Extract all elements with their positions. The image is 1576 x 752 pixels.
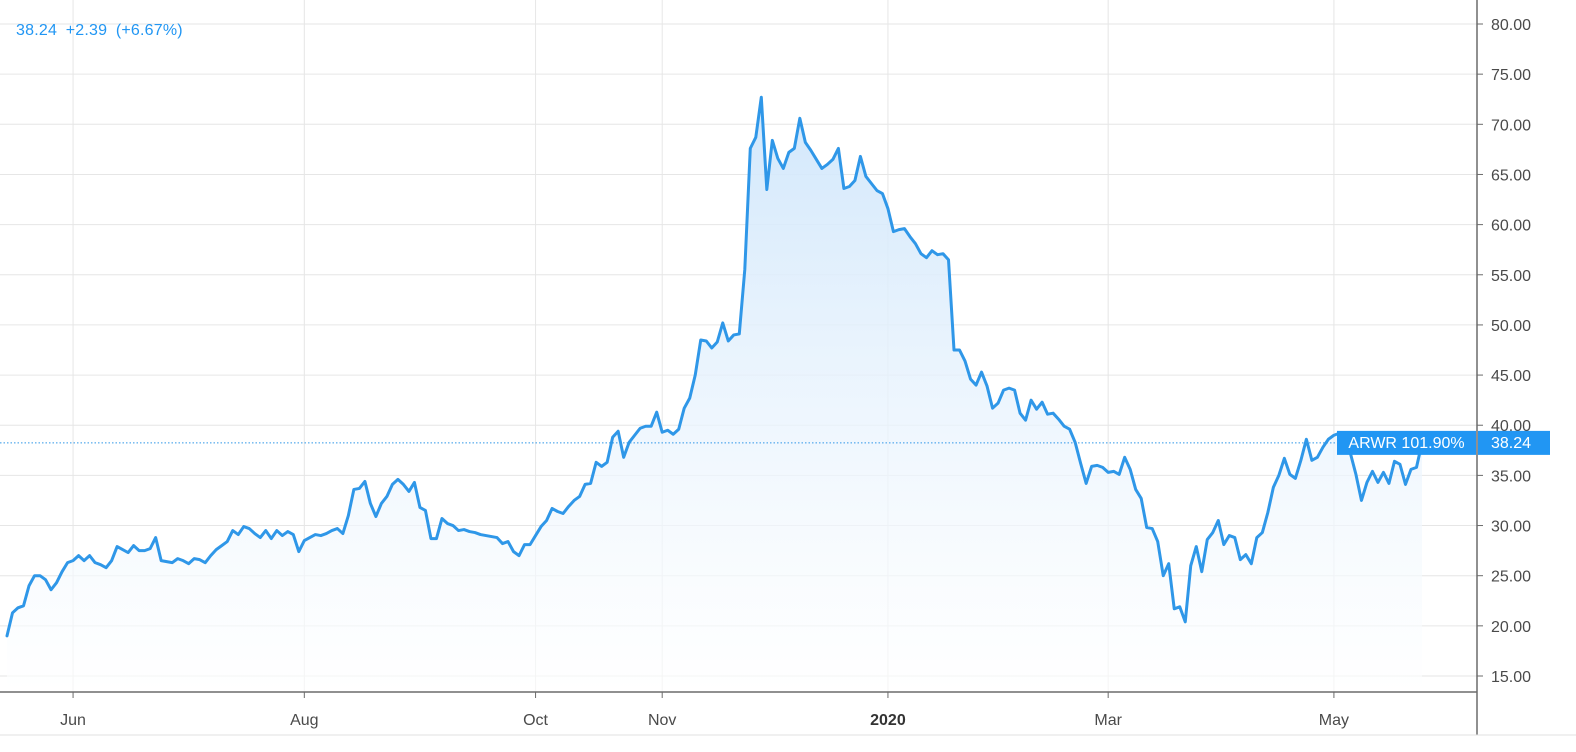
y-tick-label: 55.00 — [1491, 268, 1531, 285]
x-tick-label: 2020 — [870, 712, 906, 729]
y-tick-label: 60.00 — [1491, 218, 1531, 235]
y-tick-label: 45.00 — [1491, 368, 1531, 385]
last-price-tag: ARWR 101.90% 38.24 — [1337, 430, 1550, 455]
price-series-line[interactable] — [5, 95, 1424, 638]
x-tick-label: May — [1319, 712, 1349, 729]
x-tick-label: Mar — [1094, 712, 1122, 729]
price-change-percent: (+6.67%) — [115, 22, 183, 39]
y-tick-label: 75.00 — [1491, 67, 1531, 84]
x-tick-label: Jun — [60, 712, 86, 729]
y-axis: 15.0020.0025.0030.0035.0040.0045.0050.00… — [1477, 17, 1531, 686]
price-change: +2.39 — [65, 22, 108, 39]
symbol-tag-label: ARWR 101.90% — [1348, 435, 1464, 452]
price-legend: 38.24 +2.39 (+6.67%) — [16, 22, 187, 40]
y-tick-label: 65.00 — [1491, 167, 1531, 184]
x-tick-label: Oct — [523, 712, 548, 729]
value-tag-box — [1478, 430, 1550, 455]
y-tick-label: 50.00 — [1491, 318, 1531, 335]
last-price: 38.24 — [16, 22, 58, 39]
y-tick-label: 15.00 — [1491, 669, 1531, 686]
x-axis: Jun Aug Oct Nov 2020 Mar May — [60, 692, 1349, 729]
y-tick-label: 80.00 — [1491, 17, 1531, 34]
value-tag-label: 38.24 — [1491, 435, 1531, 452]
symbol-tag-box — [1337, 430, 1476, 455]
x-tick-label: Nov — [648, 712, 676, 729]
y-tick-label: 30.00 — [1491, 519, 1531, 536]
y-tick-label: 70.00 — [1491, 117, 1531, 134]
y-tick-label: 25.00 — [1491, 569, 1531, 586]
y-tick-label: 20.00 — [1491, 619, 1531, 636]
y-tick-label: 35.00 — [1491, 468, 1531, 485]
x-tick-label: Aug — [290, 712, 318, 729]
price-area-fill — [7, 97, 1422, 693]
